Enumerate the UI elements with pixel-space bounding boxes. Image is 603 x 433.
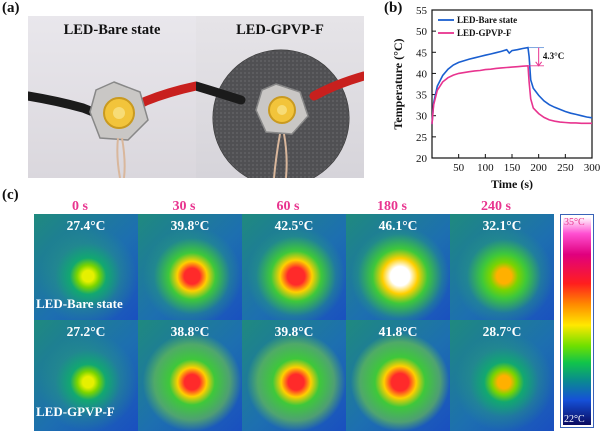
panel-a-label: (a)	[2, 0, 20, 16]
temperature-reading: 28.7°C	[482, 324, 522, 339]
x-tick-label: 250	[557, 162, 574, 174]
annotation-label: 4.3°C	[543, 51, 564, 61]
time-label-4: 240 s	[481, 199, 511, 214]
temperature-reading: 46.1°C	[378, 218, 418, 233]
y-tick-label: 20	[416, 153, 428, 165]
time-label-2: 60 s	[276, 199, 300, 214]
x-tick-label: 50	[453, 162, 465, 174]
y-tick-label: 50	[416, 26, 428, 38]
colorbar-gradient	[563, 217, 591, 425]
photo-bare-led: LED-Bare state	[28, 16, 196, 178]
temperature-reading: 39.8°C	[170, 218, 210, 233]
panel-c-label: (c)	[2, 187, 19, 203]
temperature-reading: 41.8°C	[378, 324, 418, 339]
temperature-reading: 27.4°C	[66, 218, 106, 233]
thermal-image-bare-2: 42.5°C	[242, 214, 346, 325]
series-line-1	[431, 64, 592, 125]
row-label-gpvp: LED-GPVP-F	[36, 404, 115, 419]
bare-state-title: LED-Bare state	[63, 22, 161, 38]
temperature-reading: 27.2°C	[66, 324, 106, 339]
x-tick-label: 200	[530, 162, 547, 174]
temperature-reading: 39.8°C	[274, 324, 314, 339]
thermal-image-gpvp-1: 38.8°C	[138, 320, 242, 431]
thermal-image-bare-3: 46.1°C	[346, 214, 450, 325]
series-line-0	[431, 46, 593, 125]
y-tick-label: 40	[416, 68, 428, 80]
temperature-reading: 38.8°C	[170, 324, 210, 339]
x-tick-label: 300	[584, 162, 601, 174]
x-tick-label: 150	[504, 162, 521, 174]
y-tick-label: 55	[416, 5, 428, 17]
y-tick-label: 25	[416, 132, 428, 144]
time-label-0: 0 s	[72, 199, 88, 214]
photo-gpvp-led: LED-GPVP-F	[196, 16, 364, 178]
bare-led-illustration	[28, 81, 196, 178]
thermal-image-gpvp-2: 39.8°C	[242, 320, 346, 431]
legend-label-0: LED-Bare state	[457, 15, 517, 25]
y-tick-label: 30	[416, 111, 428, 123]
y-tick-label: 45	[416, 47, 428, 59]
thermal-image-bare-4: 32.1°C	[450, 214, 554, 325]
thermal-image-gpvp-4: 28.7°C	[450, 320, 554, 431]
legend-label-1: LED-GPVP-F	[457, 28, 512, 38]
thermal-image-bare-0: 27.4°C	[34, 214, 138, 325]
temperature-reading: 42.5°C	[274, 218, 314, 233]
x-tick-label: 100	[477, 162, 494, 174]
annotation-arrowhead	[535, 61, 543, 67]
thermal-image-gpvp-0: 27.2°C	[34, 320, 138, 431]
colorbar-frame: 35°C 22°C	[560, 214, 594, 428]
panel-b-label: (b)	[384, 0, 403, 16]
y-axis-label: Temperature (°C)	[391, 38, 405, 129]
gpvp-led-illustration	[196, 49, 364, 178]
temperature-reading: 32.1°C	[482, 218, 522, 233]
time-label-1: 30 s	[172, 199, 196, 214]
row-label-bare: LED-Bare state	[36, 296, 123, 311]
colorbar-max: 35°C	[564, 217, 585, 228]
thermal-image-gpvp-3: 41.8°C	[346, 320, 450, 431]
y-tick-label: 35	[416, 90, 428, 102]
x-axis-label: Time (s)	[491, 177, 533, 190]
gpvp-title: LED-GPVP-F	[236, 22, 324, 38]
thermal-image-bare-1: 39.8°C	[138, 214, 242, 325]
colorbar-min: 22°C	[564, 414, 585, 425]
temperature-chart: 20 25 30 35 40 45 50 55 50 100 150 200 250 300 Time (s…	[391, 5, 601, 190]
time-label-3: 180 s	[377, 199, 407, 214]
plot-frame	[431, 9, 593, 159]
